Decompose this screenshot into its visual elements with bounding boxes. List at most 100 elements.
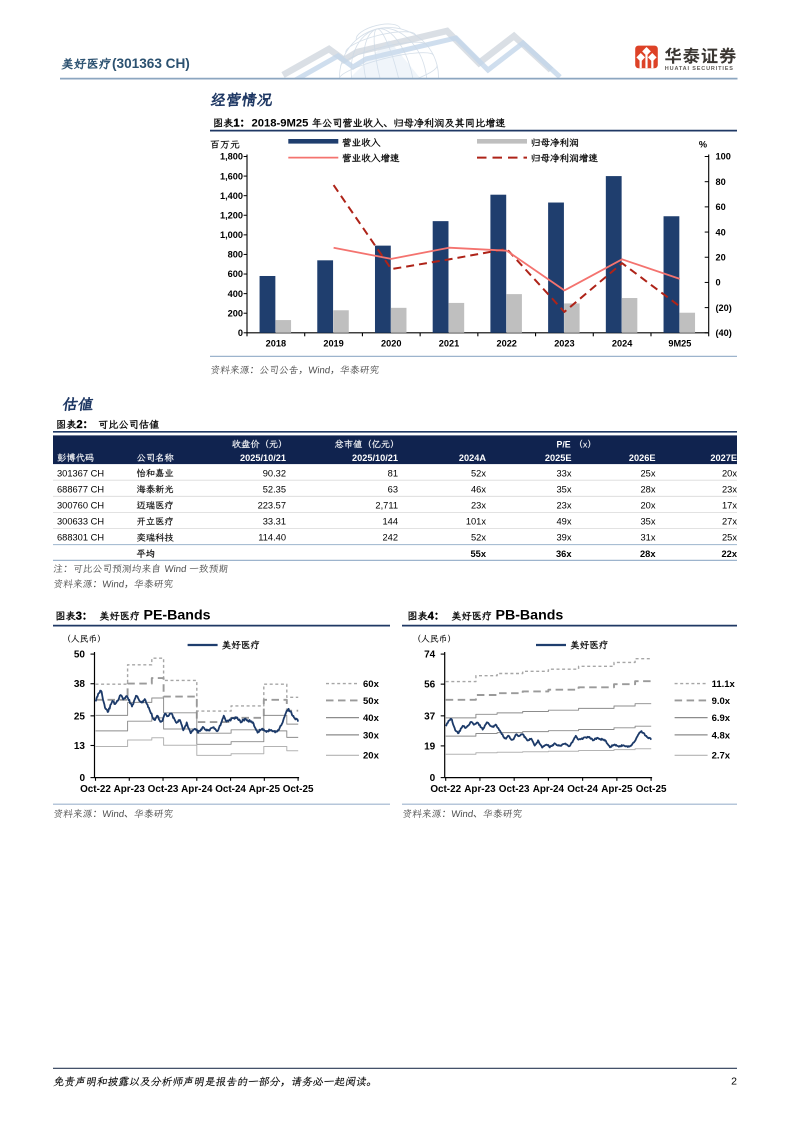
svg-text:2020: 2020 [381, 338, 401, 348]
svg-text:27x: 27x [722, 517, 737, 527]
svg-text:80: 80 [716, 177, 726, 187]
svg-text:56: 56 [424, 680, 436, 691]
svg-text:800: 800 [228, 250, 243, 260]
svg-text:22x: 22x [721, 549, 737, 559]
svg-text:2,711: 2,711 [375, 501, 398, 511]
svg-text:Oct-25: Oct-25 [636, 784, 667, 795]
svg-text:55x: 55x [470, 549, 486, 559]
svg-text:31x: 31x [641, 533, 656, 543]
svg-text:52.35: 52.35 [263, 484, 286, 494]
svg-text:HUATAI SECURITIES: HUATAI SECURITIES [665, 66, 734, 72]
svg-text:81: 81 [388, 468, 398, 478]
svg-text:Apr-25: Apr-25 [249, 784, 281, 795]
svg-text:25x: 25x [641, 468, 656, 478]
svg-text:2021: 2021 [439, 338, 459, 348]
svg-text:2018: 2018 [266, 338, 286, 348]
svg-text:Oct-24: Oct-24 [567, 784, 598, 795]
svg-text:20x: 20x [641, 501, 656, 511]
svg-text:2025/10/21: 2025/10/21 [352, 453, 398, 463]
svg-text:28x: 28x [641, 484, 656, 494]
svg-text:Apr-24: Apr-24 [181, 784, 213, 795]
svg-text:11.1x: 11.1x [712, 679, 736, 690]
svg-text:400: 400 [228, 289, 243, 299]
svg-text:46x: 46x [471, 484, 486, 494]
svg-text:101x: 101x [466, 517, 487, 527]
svg-text:2025/10/21: 2025/10/21 [240, 453, 286, 463]
svg-text:19: 19 [424, 741, 436, 752]
svg-text:0: 0 [238, 328, 243, 338]
svg-text:(20): (20) [716, 303, 732, 313]
svg-text:6.9x: 6.9x [712, 713, 731, 724]
svg-text:Oct-24: Oct-24 [215, 784, 246, 795]
svg-text:%: % [699, 140, 707, 150]
svg-text:33.31: 33.31 [263, 517, 286, 527]
svg-text:2022: 2022 [496, 338, 516, 348]
svg-text:1,200: 1,200 [220, 210, 243, 220]
svg-text:300633 CH: 300633 CH [57, 517, 104, 527]
svg-text:2024: 2024 [612, 338, 633, 348]
svg-text:2023: 2023 [554, 338, 574, 348]
svg-text:(301363 CH): (301363 CH) [112, 56, 190, 71]
svg-text:Oct-22: Oct-22 [80, 784, 111, 795]
svg-text:33x: 33x [557, 468, 572, 478]
svg-text:50x: 50x [363, 696, 380, 707]
svg-text:Oct-23: Oct-23 [148, 784, 179, 795]
svg-text:23x: 23x [722, 484, 737, 494]
svg-text:2: 2 [731, 1076, 737, 1088]
svg-text:1,400: 1,400 [220, 191, 243, 201]
svg-text:28x: 28x [640, 549, 656, 559]
svg-text:600: 600 [228, 269, 243, 279]
svg-text:17x: 17x [722, 501, 737, 511]
svg-text:60: 60 [716, 202, 726, 212]
svg-text:0: 0 [716, 278, 721, 288]
svg-text:23x: 23x [471, 501, 486, 511]
svg-text:223.57: 223.57 [258, 501, 286, 511]
svg-text:37: 37 [424, 711, 436, 722]
svg-text:300760 CH: 300760 CH [57, 501, 104, 511]
svg-text:20x: 20x [722, 468, 737, 478]
svg-text:Apr-23: Apr-23 [114, 784, 146, 795]
svg-text:38: 38 [74, 679, 86, 690]
svg-text:Apr-23: Apr-23 [464, 784, 496, 795]
svg-text:20: 20 [716, 252, 726, 262]
svg-text:Apr-25: Apr-25 [601, 784, 633, 795]
svg-text:2019: 2019 [323, 338, 343, 348]
svg-text:2024A: 2024A [459, 453, 486, 463]
svg-text:40x: 40x [363, 713, 380, 724]
svg-text:301367 CH: 301367 CH [57, 468, 104, 478]
svg-text:2.7x: 2.7x [712, 751, 731, 762]
svg-text:74: 74 [424, 650, 436, 661]
svg-text:144: 144 [382, 517, 398, 527]
svg-text:36x: 36x [556, 549, 572, 559]
svg-text:30x: 30x [363, 730, 380, 741]
svg-text:9M25: 9M25 [668, 338, 691, 348]
svg-text:13: 13 [74, 741, 86, 752]
svg-text:39x: 39x [557, 533, 572, 543]
svg-text:35x: 35x [557, 484, 572, 494]
svg-text:688301 CH: 688301 CH [57, 533, 104, 543]
svg-text:1,000: 1,000 [220, 230, 243, 240]
svg-text:2026E: 2026E [629, 453, 656, 463]
svg-text:Oct-22: Oct-22 [430, 784, 461, 795]
svg-text:4.8x: 4.8x [712, 730, 731, 741]
svg-text:100: 100 [716, 152, 731, 162]
svg-text:0: 0 [79, 773, 85, 784]
svg-text:2027E: 2027E [710, 453, 737, 463]
svg-text:2018-9M25: 2018-9M25 [252, 118, 309, 130]
svg-text:60x: 60x [363, 679, 380, 690]
svg-text:1,800: 1,800 [220, 152, 243, 162]
svg-text:1,600: 1,600 [220, 171, 243, 181]
svg-text:25: 25 [74, 711, 86, 722]
svg-text:35x: 35x [641, 517, 656, 527]
svg-text:200: 200 [228, 308, 243, 318]
svg-text:114.40: 114.40 [258, 533, 286, 543]
svg-text:PB-Bands: PB-Bands [496, 608, 564, 624]
svg-text:40: 40 [716, 227, 726, 237]
svg-text:90.32: 90.32 [263, 468, 286, 478]
svg-text:50: 50 [74, 650, 86, 661]
svg-text:Oct-25: Oct-25 [283, 784, 314, 795]
svg-text:52x: 52x [471, 468, 486, 478]
svg-text:20x: 20x [363, 751, 380, 762]
svg-text:Oct-23: Oct-23 [499, 784, 530, 795]
svg-text:52x: 52x [471, 533, 486, 543]
